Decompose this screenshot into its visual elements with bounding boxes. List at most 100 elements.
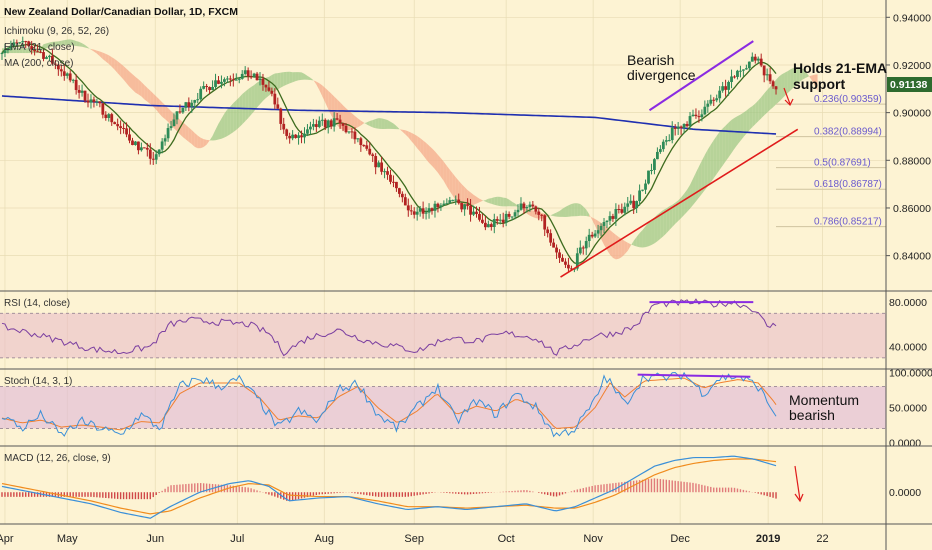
legend-ichimoku[interactable]: Ichimoku (9, 26, 52, 26) xyxy=(4,26,109,37)
ichimoku-cloud-segment xyxy=(719,128,723,170)
ichimoku-cloud-segment xyxy=(393,123,397,130)
candle-body xyxy=(383,171,386,173)
fib-level-label: 0.618(0.86787) xyxy=(814,179,882,190)
ichimoku-cloud-segment xyxy=(687,184,691,212)
ichimoku-cloud-segment xyxy=(301,72,305,80)
ichimoku-cloud-segment xyxy=(654,214,658,244)
ichimoku-cloud-segment xyxy=(609,229,613,258)
candle-body xyxy=(228,78,232,80)
candle-body xyxy=(700,114,704,118)
ichimoku-cloud-segment xyxy=(455,177,459,204)
ichimoku-cloud-segment xyxy=(606,227,610,255)
candle-body xyxy=(682,123,686,128)
candle-body xyxy=(145,147,149,150)
rsi-tick-label: 40.0000 xyxy=(889,342,927,354)
ichimoku-cloud-segment xyxy=(88,47,91,50)
ichimoku-cloud-segment xyxy=(52,41,56,47)
candle-body xyxy=(386,171,389,175)
support-trendline[interactable] xyxy=(560,128,799,278)
stoch-band-fill xyxy=(0,386,886,429)
candle-body xyxy=(154,154,158,160)
candle-body xyxy=(504,213,508,223)
candle-body xyxy=(759,58,763,66)
ichimoku-cloud-segment xyxy=(476,196,480,204)
ichimoku-cloud-segment xyxy=(322,85,326,103)
ichimoku-cloud-segment xyxy=(182,122,186,140)
candle-body xyxy=(335,118,339,120)
candle-body xyxy=(564,261,567,265)
candle-body xyxy=(424,212,428,214)
candle-body xyxy=(599,226,603,231)
time-tick-label: Jul xyxy=(230,533,244,545)
candle-body xyxy=(578,247,582,254)
ichimoku-cloud-segment xyxy=(363,122,367,125)
candle-body xyxy=(362,145,366,147)
candle-body xyxy=(9,45,13,49)
macd-signal-line xyxy=(1,458,777,515)
candle-body xyxy=(501,219,505,223)
candle-body xyxy=(3,50,7,54)
price-tick-label: 0.92000 xyxy=(893,60,931,72)
candle-body xyxy=(685,123,689,127)
ichimoku-cloud-segment xyxy=(562,206,566,217)
ichimoku-cloud-segment xyxy=(529,209,533,217)
ichimoku-cloud-segment xyxy=(752,103,756,128)
ichimoku-cloud-segment xyxy=(369,120,373,128)
rsi-tick-label: 80.0000 xyxy=(889,297,927,309)
candle-body xyxy=(166,128,170,139)
ichimoku-cloud-segment xyxy=(49,41,53,48)
ichimoku-cloud-segment xyxy=(248,87,252,119)
ichimoku-cloud-segment xyxy=(568,203,572,217)
macd-label[interactable]: MACD (12, 26, close, 9) xyxy=(4,453,111,464)
candle-body xyxy=(15,42,19,44)
ichimoku-cloud-segment xyxy=(138,79,142,97)
candle-body xyxy=(774,86,778,90)
candle-body xyxy=(753,56,757,61)
ichimoku-cloud-segment xyxy=(366,121,370,126)
ichimoku-cloud-segment xyxy=(245,89,249,122)
candle-body xyxy=(59,69,63,72)
ichimoku-cloud-segment xyxy=(61,40,65,46)
legend-ma200[interactable]: MA (200, close) xyxy=(4,58,73,69)
ichimoku-cloud-segment xyxy=(120,63,124,80)
ichimoku-cloud-segment xyxy=(500,196,504,207)
stoch-divergence-line[interactable] xyxy=(637,373,751,378)
ichimoku-cloud-segment xyxy=(503,197,507,207)
ichimoku-cloud-segment xyxy=(746,108,750,134)
ichimoku-cloud-segment xyxy=(129,71,133,90)
ichimoku-cloud-segment xyxy=(636,233,640,248)
candle-body xyxy=(712,99,716,101)
candle-body xyxy=(655,151,659,160)
candle-body xyxy=(184,102,188,108)
stoch-label[interactable]: Stoch (14, 3, 1) xyxy=(4,376,72,387)
ichimoku-cloud-segment xyxy=(375,118,379,129)
legend-ema[interactable]: EMA (21, close) xyxy=(4,42,75,53)
candle-body xyxy=(415,211,419,215)
ichimoku-cloud-segment xyxy=(215,123,219,141)
ichimoku-cloud-segment xyxy=(16,48,20,54)
chart-title: New Zealand Dollar/Canadian Dollar, 1D, … xyxy=(4,6,238,18)
rsi-label[interactable]: RSI (14, close) xyxy=(4,298,70,309)
ichimoku-cloud-segment xyxy=(755,100,759,125)
candle-body xyxy=(697,116,701,118)
ichimoku-cloud-segment xyxy=(203,139,207,147)
ichimoku-cloud-segment xyxy=(224,109,228,138)
ichimoku-cloud-segment xyxy=(105,53,109,64)
candle-body xyxy=(45,57,48,59)
price-tick-label: 0.90000 xyxy=(893,108,931,120)
candle-body xyxy=(196,99,200,101)
candle-body xyxy=(433,203,437,211)
candle-body xyxy=(403,197,407,206)
annotation-divergence: divergence xyxy=(627,67,696,83)
ichimoku-cloud-segment xyxy=(165,105,169,122)
bearish-divergence-line[interactable] xyxy=(648,40,754,112)
ichimoku-cloud-segment xyxy=(595,219,599,233)
candle-body xyxy=(762,65,766,76)
candle-body xyxy=(231,79,235,81)
candle-body xyxy=(445,203,449,205)
ichimoku-cloud-segment xyxy=(399,128,403,132)
ichimoku-cloud-segment xyxy=(236,97,240,130)
ichimoku-cloud-segment xyxy=(550,213,554,217)
ichimoku-cloud-segment xyxy=(188,127,192,145)
ichimoku-cloud-segment xyxy=(716,131,720,174)
